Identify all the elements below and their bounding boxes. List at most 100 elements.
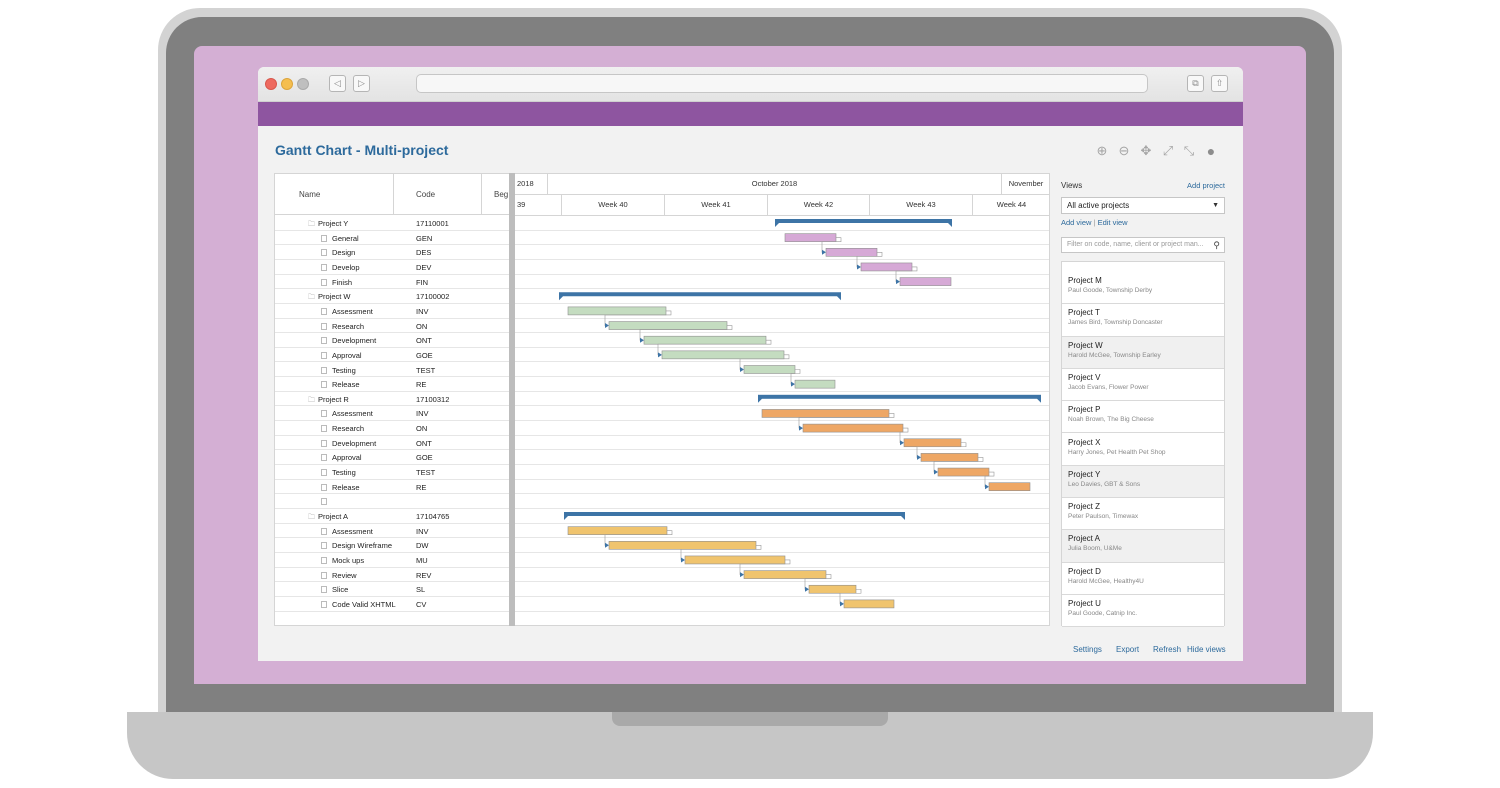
task-bar[interactable] — [920, 453, 979, 462]
task-bar[interactable] — [808, 584, 857, 594]
task-bar[interactable] — [988, 482, 1031, 492]
task-bar[interactable] — [743, 570, 827, 579]
summary-bar[interactable] — [559, 292, 841, 297]
task-row[interactable]: General GEN — [275, 231, 510, 246]
task-bar[interactable] — [567, 526, 668, 535]
task-bar[interactable] — [843, 599, 895, 609]
column-header-begin[interactable]: Beg — [482, 174, 510, 215]
task-bar[interactable] — [661, 350, 785, 360]
row-code: FIN — [416, 277, 429, 287]
task-bar[interactable] — [860, 262, 913, 272]
row-name: Development — [332, 438, 377, 448]
row-code: ONT — [416, 336, 432, 346]
task-row[interactable]: Design DES — [275, 245, 510, 260]
view-select[interactable]: All active projects ▼ — [1061, 197, 1225, 214]
task-row[interactable]: Assessment INV — [275, 524, 510, 539]
task-row[interactable]: Development ONT — [275, 436, 510, 451]
task-row[interactable]: Slice SL — [275, 582, 510, 597]
add-view-link[interactable]: Add view — [1061, 218, 1092, 227]
task-bar[interactable] — [899, 277, 952, 286]
expand-icon[interactable]: ⤢ — [1162, 143, 1174, 158]
summary-bar[interactable] — [758, 394, 1041, 399]
task-bar[interactable] — [903, 438, 962, 448]
row-name: Research — [332, 321, 365, 331]
project-row[interactable]: 🗀 Project Y 17110001 — [275, 216, 510, 231]
column-header-name[interactable]: Name — [275, 174, 394, 215]
export-link[interactable]: Export — [1116, 645, 1140, 654]
browser-titlebar: ◁ ▷ ⧉ ⇧ — [258, 67, 1243, 102]
task-row[interactable]: Testing TEST — [275, 363, 510, 378]
task-row[interactable]: Assessment INV — [275, 406, 510, 422]
task-bar[interactable] — [643, 335, 767, 345]
summary-bar[interactable] — [775, 219, 952, 223]
settings-link[interactable]: Settings — [1073, 645, 1102, 654]
project-row[interactable]: 🗀 Project A 17104765 — [275, 509, 510, 524]
search-icon[interactable]: ⚲ — [1213, 240, 1220, 250]
task-bar[interactable] — [743, 365, 796, 374]
project-list-item[interactable]: Project A Julia Boom, U&Me — [1062, 530, 1224, 563]
project-list-item[interactable]: Project P Noah Brown, The Big Cheese — [1062, 401, 1224, 434]
task-row[interactable]: Assessment INV — [275, 304, 510, 319]
task-row[interactable]: Review REV — [275, 568, 510, 583]
project-list-item[interactable]: Project W Harold McGee, Township Earley — [1062, 336, 1224, 369]
address-bar[interactable] — [416, 74, 1148, 93]
project-list-item[interactable]: Project T James Bird, Township Doncaster — [1062, 304, 1224, 337]
task-row[interactable]: Code Valid XHTML CV — [275, 597, 510, 612]
task-row[interactable]: Finish FIN — [275, 275, 510, 290]
back-icon[interactable]: ◁ — [329, 75, 346, 92]
column-header-code[interactable]: Code — [394, 174, 482, 215]
zoom-window-button[interactable] — [297, 78, 309, 90]
zoom-in-icon[interactable]: ⊕ — [1096, 143, 1108, 158]
task-bar[interactable] — [825, 248, 878, 257]
tabs-icon[interactable]: ⧉ — [1187, 75, 1204, 92]
document-icon — [321, 600, 327, 608]
share-icon[interactable]: ⇧ — [1211, 75, 1228, 92]
task-row[interactable]: Approval GOE — [275, 348, 510, 363]
chart-row — [515, 260, 1049, 275]
forward-icon[interactable]: ▷ — [353, 75, 370, 92]
task-row[interactable]: Design Wireframe DW — [275, 538, 510, 553]
minimize-window-button[interactable] — [281, 78, 293, 90]
project-row[interactable]: 🗀 Project W 17100002 — [275, 289, 510, 304]
task-row[interactable]: Testing TEST — [275, 465, 510, 480]
hide-views-link[interactable]: Hide views — [1187, 645, 1226, 654]
project-list-item[interactable]: Project X Harry Jones, Pet Health Pet Sho… — [1062, 433, 1224, 466]
refresh-link[interactable]: Refresh — [1153, 645, 1182, 654]
task-row[interactable]: Research ON — [275, 319, 510, 334]
project-list-item[interactable]: Project Y Leo Davies, GBT & Sons — [1062, 465, 1224, 499]
grid-splitter[interactable] — [509, 173, 515, 626]
task-row[interactable]: Approval GOE — [275, 450, 510, 466]
task-bar[interactable] — [937, 467, 990, 477]
close-window-button[interactable] — [265, 78, 277, 90]
zoom-out-icon[interactable]: ⊖ — [1118, 143, 1130, 158]
task-bar[interactable] — [684, 555, 786, 565]
add-project-link[interactable]: Add project — [1187, 181, 1225, 190]
task-bar[interactable] — [608, 321, 728, 330]
summary-bar[interactable] — [564, 512, 905, 516]
task-row[interactable]: Develop DEV — [275, 260, 510, 275]
task-row[interactable]: Release RE — [275, 480, 510, 495]
task-row[interactable]: Mock ups MU — [275, 553, 510, 568]
task-row[interactable]: Research ON — [275, 421, 510, 436]
task-bar[interactable] — [802, 423, 904, 433]
collapse-icon[interactable]: ⤡ — [1183, 143, 1195, 158]
project-filter-input[interactable]: Filter on code, name, client or project … — [1061, 237, 1225, 253]
task-bar[interactable] — [761, 409, 890, 418]
task-bar[interactable] — [567, 306, 667, 316]
edit-view-link[interactable]: Edit view — [1097, 218, 1128, 227]
project-list-item[interactable]: Project V Jacob Evans, Flower Power — [1062, 368, 1224, 402]
add-circle-icon[interactable]: ● — [1206, 143, 1216, 159]
task-row[interactable] — [275, 494, 510, 509]
project-list-item[interactable]: Project M Paul Goode, Township Derby — [1062, 272, 1224, 305]
project-list-item[interactable]: Project Z Peter Paulson, Timewax — [1062, 498, 1224, 531]
task-bar[interactable] — [784, 233, 837, 242]
task-bar[interactable] — [608, 540, 757, 550]
project-list-item[interactable]: Project D Harold McGee, Healthy4U — [1062, 562, 1224, 595]
task-row[interactable]: Development ONT — [275, 333, 510, 348]
project-list-item[interactable]: Project U Paul Goode, Catnip Inc. — [1062, 595, 1224, 628]
move-icon[interactable]: ✥ — [1140, 143, 1152, 158]
project-row[interactable]: 🗀 Project R 17100312 — [275, 392, 510, 407]
chart-row — [515, 597, 1049, 612]
task-row[interactable]: Release RE — [275, 377, 510, 392]
task-bar[interactable] — [794, 379, 836, 389]
